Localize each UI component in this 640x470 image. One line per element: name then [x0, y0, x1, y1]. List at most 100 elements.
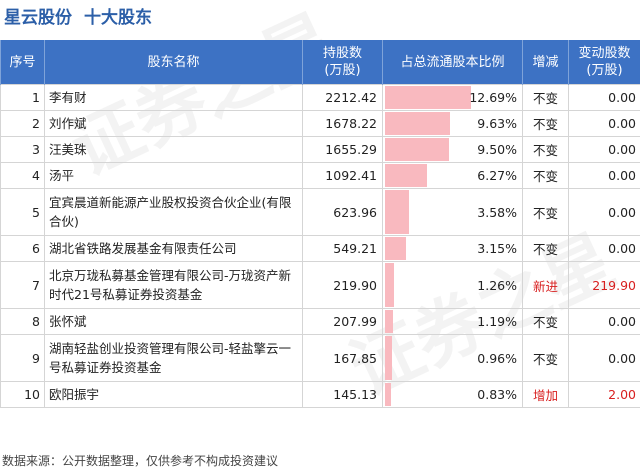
- header-ratio: 占总流通股本比例: [382, 40, 523, 85]
- table-row: 2 刘作斌 1678.22 9.63% 不变 0.00: [0, 110, 640, 137]
- ratio-cell: 1.26%: [382, 261, 523, 309]
- ratio-value: 6.27%: [477, 168, 517, 183]
- ratio-bar: [385, 190, 410, 234]
- shareholder-name: 宜宾晨道新能源产业股权投资合伙企业(有限合伙): [44, 188, 303, 236]
- delta-cell: 2.00: [568, 381, 640, 408]
- rank-cell: 2: [0, 110, 45, 137]
- shares-cell: 1655.29: [302, 136, 383, 163]
- change-cell: 不变: [522, 235, 569, 262]
- table-row: 10 欧阳振宇 145.13 0.83% 增加 2.00: [0, 381, 640, 408]
- table-row: 8 张怀斌 207.99 1.19% 不变 0.00: [0, 308, 640, 335]
- ratio-bar: [385, 383, 391, 406]
- table-row: 6 湖北省铁路发展基金有限责任公司 549.21 3.15% 不变 0.00: [0, 235, 640, 262]
- rank-cell: 3: [0, 136, 45, 163]
- table-row: 4 汤平 1092.41 6.27% 不变 0.00: [0, 162, 640, 189]
- ratio-bar: [385, 336, 392, 380]
- title-bar: 星云股份 十大股东: [4, 3, 152, 28]
- ratio-cell: 12.69%: [382, 84, 523, 111]
- header-shares: 持股数 (万股): [302, 40, 383, 85]
- shareholder-name: 湖北省铁路发展基金有限责任公司: [44, 235, 303, 262]
- ratio-cell: 0.96%: [382, 334, 523, 382]
- change-cell: 不变: [522, 136, 569, 163]
- ratio-value: 0.83%: [477, 387, 517, 402]
- change-cell: 不变: [522, 188, 569, 236]
- header-delta: 变动股数 (万股): [568, 40, 640, 85]
- shares-cell: 167.85: [302, 334, 383, 382]
- delta-cell: 0.00: [568, 308, 640, 335]
- header-change: 增减: [522, 40, 569, 85]
- ratio-value: 12.69%: [469, 90, 517, 105]
- shareholder-table: 序号 股东名称 持股数 (万股) 占总流通股本比例 增减 变动股数 (万股) 1…: [0, 40, 640, 408]
- delta-cell: 0.00: [568, 136, 640, 163]
- table-row: 9 湖南轻盐创业投资管理有限公司-轻盐擎云一号私募证券投资基金 167.85 0.96…: [0, 334, 640, 382]
- ratio-value: 3.15%: [477, 241, 517, 256]
- ratio-bar: [385, 86, 471, 109]
- ratio-bar: [385, 263, 394, 307]
- change-cell: 不变: [522, 308, 569, 335]
- table-row: 5 宜宾晨道新能源产业股权投资合伙企业(有限合伙) 623.96 3.58% 不变 0.0…: [0, 188, 640, 236]
- change-cell: 新进: [522, 261, 569, 309]
- delta-cell: 0.00: [568, 84, 640, 111]
- ratio-bar: [385, 237, 407, 260]
- shares-cell: 2212.42: [302, 84, 383, 111]
- ratio-cell: 3.58%: [382, 188, 523, 236]
- shareholder-name: 欧阳振宇: [44, 381, 303, 408]
- delta-cell: 0.00: [568, 334, 640, 382]
- rank-cell: 5: [0, 188, 45, 236]
- shares-cell: 219.90: [302, 261, 383, 309]
- rank-cell: 8: [0, 308, 45, 335]
- shares-cell: 145.13: [302, 381, 383, 408]
- shareholder-name: 李有财: [44, 84, 303, 111]
- shares-cell: 1092.41: [302, 162, 383, 189]
- ratio-cell: 1.19%: [382, 308, 523, 335]
- delta-cell: 0.00: [568, 162, 640, 189]
- header-rank: 序号: [0, 40, 45, 85]
- rank-cell: 7: [0, 261, 45, 309]
- ratio-value: 3.58%: [477, 204, 517, 220]
- ratio-cell: 9.50%: [382, 136, 523, 163]
- rank-cell: 10: [0, 381, 45, 408]
- rank-cell: 9: [0, 334, 45, 382]
- shareholder-name: 北京万珑私募基金管理有限公司-万珑资产新时代21号私募证券投资基金: [44, 261, 303, 309]
- change-cell: 增加: [522, 381, 569, 408]
- delta-cell: 219.90: [568, 261, 640, 309]
- data-source-note: 数据来源：公开数据整理，仅供参考不构成投资建议: [2, 454, 279, 468]
- company-title: 星云股份: [4, 7, 72, 28]
- ratio-bar: [385, 112, 451, 135]
- ratio-value: 1.26%: [477, 277, 517, 293]
- shares-cell: 623.96: [302, 188, 383, 236]
- rank-cell: 1: [0, 84, 45, 111]
- delta-cell: 0.00: [568, 235, 640, 262]
- ratio-cell: 3.15%: [382, 235, 523, 262]
- ratio-value: 9.50%: [477, 142, 517, 157]
- rank-cell: 6: [0, 235, 45, 262]
- ratio-cell: 0.83%: [382, 381, 523, 408]
- shares-cell: 1678.22: [302, 110, 383, 137]
- shares-cell: 207.99: [302, 308, 383, 335]
- change-cell: 不变: [522, 110, 569, 137]
- table-row: 3 汪美珠 1655.29 9.50% 不变 0.00: [0, 136, 640, 163]
- ratio-bar: [385, 164, 428, 187]
- change-cell: 不变: [522, 84, 569, 111]
- ratio-value: 1.19%: [477, 314, 517, 329]
- table-row: 7 北京万珑私募基金管理有限公司-万珑资产新时代21号私募证券投资基金 219.90…: [0, 261, 640, 309]
- shareholder-name: 汪美珠: [44, 136, 303, 163]
- change-cell: 不变: [522, 162, 569, 189]
- ratio-cell: 9.63%: [382, 110, 523, 137]
- delta-cell: 0.00: [568, 188, 640, 236]
- table-row: 1 李有财 2212.42 12.69% 不变 0.00: [0, 84, 640, 111]
- shareholder-name: 刘作斌: [44, 110, 303, 137]
- shareholder-name: 湖南轻盐创业投资管理有限公司-轻盐擎云一号私募证券投资基金: [44, 334, 303, 382]
- change-cell: 不变: [522, 334, 569, 382]
- ratio-bar: [385, 310, 394, 333]
- ratio-value: 0.96%: [477, 350, 517, 366]
- section-title: 十大股东: [84, 7, 152, 28]
- ratio-cell: 6.27%: [382, 162, 523, 189]
- shareholder-name: 汤平: [44, 162, 303, 189]
- ratio-value: 9.63%: [477, 116, 517, 131]
- delta-cell: 0.00: [568, 110, 640, 137]
- ratio-bar: [385, 138, 450, 161]
- rank-cell: 4: [0, 162, 45, 189]
- header-name: 股东名称: [44, 40, 303, 85]
- shareholder-name: 张怀斌: [44, 308, 303, 335]
